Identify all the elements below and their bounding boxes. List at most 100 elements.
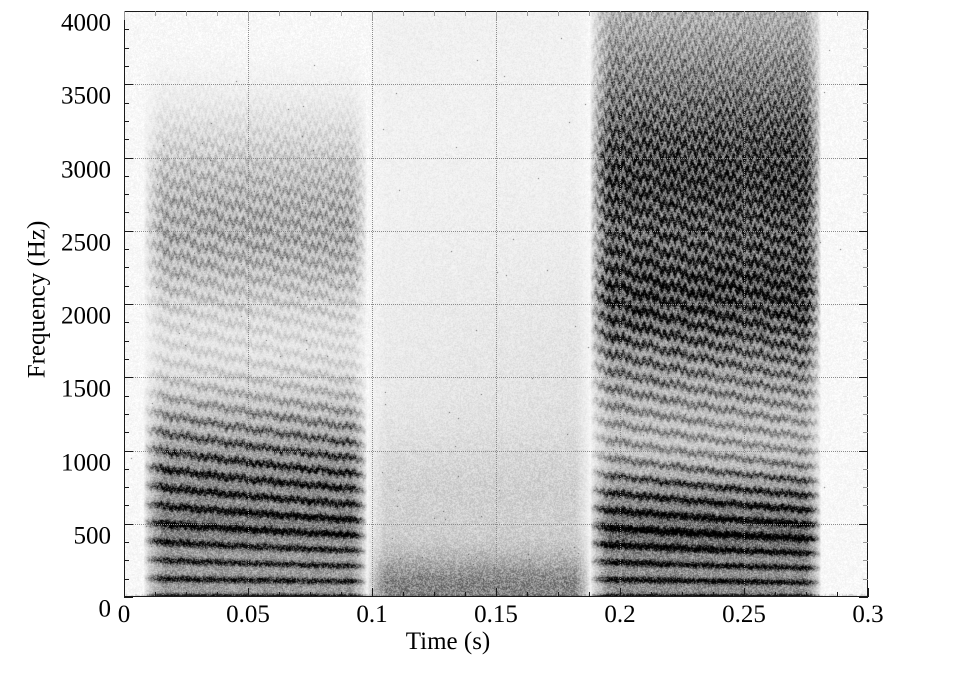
x-axis-minor-tick bbox=[155, 592, 156, 597]
y-axis-minor-tick-right bbox=[863, 65, 868, 67]
gridline-vertical bbox=[248, 11, 249, 597]
x-axis-tick-label-text: 0 bbox=[117, 601, 131, 628]
y-axis-tick-right bbox=[859, 450, 868, 452]
y-axis-tick-label-text: 4000 bbox=[61, 9, 111, 37]
x-axis-minor-tick bbox=[434, 592, 435, 597]
y-axis-minor-tick bbox=[124, 65, 129, 67]
x-axis-minor-tick bbox=[279, 592, 280, 597]
x-axis-minor-tick bbox=[341, 592, 342, 597]
y-axis-minor-tick bbox=[124, 102, 129, 104]
y-axis-tick-label-text: 1000 bbox=[61, 449, 111, 476]
y-axis-minor-tick bbox=[124, 560, 129, 562]
y-axis-tick-label-text: 3000 bbox=[61, 156, 111, 183]
y-axis-minor-tick bbox=[124, 322, 129, 324]
y-axis-minor-tick bbox=[124, 267, 129, 269]
x-axis-minor-tick bbox=[186, 592, 187, 597]
x-axis-tick-label-text: 0.25 bbox=[722, 601, 766, 628]
y-axis-title: Frequency (Hz) bbox=[23, 220, 51, 379]
x-axis-minor-tick-top bbox=[155, 11, 156, 16]
y-axis-minor-tick bbox=[124, 212, 129, 214]
x-axis-tick bbox=[744, 588, 745, 597]
x-axis-tick bbox=[372, 588, 373, 597]
x-axis-minor-tick-top bbox=[434, 11, 435, 16]
x-axis-tick-top bbox=[868, 11, 869, 20]
y-axis-tick bbox=[124, 11, 133, 12]
x-axis-tick-top bbox=[124, 11, 125, 20]
y-axis-tick-right bbox=[859, 523, 868, 525]
y-axis-tick-right bbox=[859, 84, 868, 86]
x-axis-tick-label-text: 0.1 bbox=[356, 601, 388, 628]
y-axis-minor-tick bbox=[124, 358, 129, 360]
y-axis-minor-tick-right bbox=[863, 29, 868, 31]
y-axis-tick-label-text: 3500 bbox=[61, 82, 111, 110]
y-axis-minor-tick-right bbox=[863, 267, 868, 269]
y-axis-tick bbox=[124, 157, 133, 159]
y-axis-tick-label-text: 2000 bbox=[61, 302, 111, 330]
y-axis-minor-tick-right bbox=[863, 542, 868, 544]
y-axis-minor-tick-right bbox=[863, 340, 868, 342]
y-axis-minor-tick-right bbox=[863, 285, 868, 287]
x-axis-minor-tick-top bbox=[403, 11, 404, 16]
x-axis-minor-tick-top bbox=[713, 11, 714, 16]
x-axis-minor-tick bbox=[403, 592, 404, 597]
y-axis-minor-tick-right bbox=[863, 249, 868, 251]
x-axis-tick-top bbox=[372, 11, 373, 20]
x-axis-tick-label-text: 0.3 bbox=[852, 601, 884, 628]
y-axis-tick-right bbox=[859, 597, 868, 598]
y-axis-minor-tick bbox=[124, 395, 129, 397]
x-axis-tick-label-text: 0.05 bbox=[226, 601, 270, 628]
x-axis-tick bbox=[620, 588, 621, 597]
y-axis-tick-right bbox=[859, 230, 868, 232]
x-axis-minor-tick-top bbox=[806, 11, 807, 16]
y-axis-tick bbox=[124, 450, 133, 452]
plot-area bbox=[124, 11, 868, 597]
x-axis-minor-tick-top bbox=[527, 11, 528, 16]
x-axis-tick-label-text: 0.15 bbox=[474, 601, 518, 628]
y-axis-tick-right bbox=[859, 304, 868, 305]
x-axis-tick-top bbox=[744, 11, 745, 20]
y-axis-minor-tick bbox=[124, 175, 129, 177]
gridline-vertical bbox=[372, 11, 373, 597]
y-axis-minor-tick bbox=[124, 47, 129, 49]
x-axis-minor-tick-top bbox=[186, 11, 187, 16]
x-axis-minor-tick-top bbox=[837, 11, 838, 16]
y-axis-minor-tick bbox=[124, 249, 129, 251]
y-axis-tick-right bbox=[859, 11, 868, 12]
y-axis-minor-tick bbox=[124, 340, 129, 342]
x-axis-title-text: Time (s) bbox=[405, 628, 491, 655]
x-axis-minor-tick-top bbox=[279, 11, 280, 16]
y-axis-minor-tick-right bbox=[863, 578, 868, 580]
y-axis-minor-tick-right bbox=[863, 432, 868, 434]
y-axis-minor-tick bbox=[124, 120, 129, 122]
gridline-vertical bbox=[744, 11, 745, 597]
x-axis-tick-label-text: 0.2 bbox=[604, 601, 636, 628]
x-axis-minor-tick bbox=[651, 592, 652, 597]
x-axis-minor-tick bbox=[713, 592, 714, 597]
y-axis-minor-tick bbox=[124, 578, 129, 580]
x-axis-minor-tick bbox=[589, 592, 590, 597]
y-axis-minor-tick-right bbox=[863, 212, 868, 214]
x-axis-minor-tick-top bbox=[682, 11, 683, 16]
y-axis-minor-tick-right bbox=[863, 358, 868, 360]
x-axis-minor-tick bbox=[775, 592, 776, 597]
x-axis-tick bbox=[124, 588, 125, 597]
x-axis-tick bbox=[868, 588, 869, 597]
x-axis-minor-tick bbox=[682, 592, 683, 597]
gridline-vertical bbox=[496, 11, 497, 597]
y-axis-minor-tick-right bbox=[863, 47, 868, 49]
y-axis-minor-tick bbox=[124, 468, 129, 470]
y-axis-minor-tick-right bbox=[863, 413, 868, 415]
y-axis-minor-tick-right bbox=[863, 120, 868, 122]
y-axis-minor-tick-right bbox=[863, 560, 868, 562]
x-axis-minor-tick-top bbox=[651, 11, 652, 16]
x-axis-tick-top bbox=[620, 11, 621, 20]
y-axis-minor-tick-right bbox=[863, 487, 868, 489]
y-axis-tick-label-text: 1500 bbox=[61, 375, 111, 403]
x-axis-minor-tick-top bbox=[465, 11, 466, 16]
y-axis-minor-tick-right bbox=[863, 322, 868, 324]
x-axis-minor-tick-top bbox=[310, 11, 311, 16]
y-axis-minor-tick-right bbox=[863, 139, 868, 141]
y-axis-tick bbox=[124, 84, 133, 86]
y-axis-minor-tick bbox=[124, 285, 129, 287]
